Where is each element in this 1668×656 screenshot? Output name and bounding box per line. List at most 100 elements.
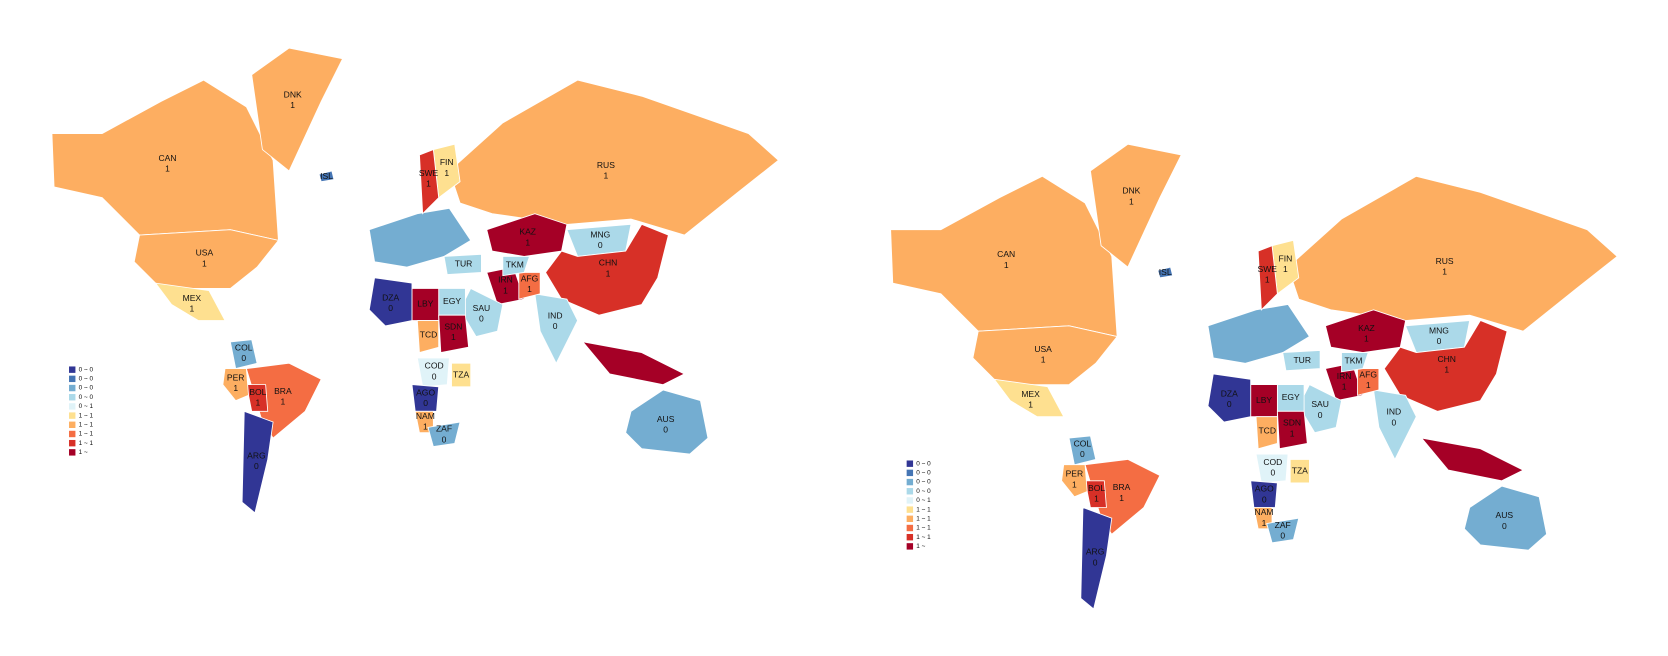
country	[222, 368, 249, 402]
country-value: 1	[451, 332, 456, 342]
country	[1084, 480, 1107, 508]
country	[1250, 480, 1278, 508]
country	[318, 170, 335, 183]
country	[427, 421, 461, 448]
country-code: TUR	[455, 259, 473, 269]
country-code: PER	[227, 372, 245, 382]
legend-label: 0 ~ 0	[79, 385, 94, 392]
country	[1061, 464, 1088, 498]
legend-swatch	[906, 497, 914, 504]
country	[518, 272, 541, 300]
legend-swatch	[906, 533, 914, 541]
country-value: 0	[442, 434, 447, 444]
country	[993, 378, 1065, 418]
country	[534, 293, 579, 365]
world-map: CAN1USA1MEX1DNK1ISLRUS1FIN1SWE1KAZ1MNG0C…	[890, 143, 1618, 610]
country	[416, 320, 440, 354]
country-code: LBY	[417, 299, 433, 309]
country-code: SAU	[1311, 399, 1329, 409]
country-code: FIN	[440, 157, 454, 167]
country-code: BRA	[1113, 482, 1131, 492]
country-code: USA	[1034, 344, 1052, 354]
country-value: 0	[598, 240, 603, 250]
country-code: DZA	[1221, 388, 1238, 398]
legend-swatch	[906, 478, 914, 486]
country-value: 0	[1270, 468, 1275, 478]
country-code: MEX	[1021, 389, 1040, 399]
country-value: 1	[503, 285, 508, 295]
country	[1373, 389, 1417, 461]
country-value: 0	[1080, 449, 1085, 459]
se-asia-outline	[581, 341, 686, 386]
country-code: DNK	[1122, 186, 1140, 196]
country-code: AFG	[1359, 370, 1377, 380]
legend-label: 1 ~ 1	[916, 534, 931, 541]
country-code: COL	[1074, 438, 1092, 448]
country	[438, 314, 470, 354]
country-value: 0	[1437, 336, 1442, 346]
country-value: 1	[426, 179, 431, 189]
country	[1383, 319, 1508, 412]
country-code: CAN	[159, 153, 177, 163]
legend-swatch	[906, 469, 914, 477]
country	[1255, 416, 1278, 450]
country-value: 1	[1444, 364, 1449, 374]
country	[545, 223, 669, 316]
country	[448, 79, 780, 236]
country-code: BRA	[274, 386, 292, 396]
country-value: 0	[1502, 521, 1507, 531]
country	[502, 255, 531, 277]
country-code: ISL	[320, 171, 333, 181]
legend-swatch	[69, 412, 76, 419]
country-value: 0	[241, 353, 246, 363]
country-value: 1	[190, 303, 195, 313]
country-code: TZA	[453, 369, 469, 379]
country-code: NAM	[1255, 507, 1274, 517]
country-value: 1	[1342, 382, 1347, 392]
country	[416, 357, 450, 388]
legend-label: 1 ~	[79, 449, 88, 456]
legend-swatch	[69, 375, 76, 383]
country	[1255, 453, 1289, 484]
country	[1463, 485, 1548, 551]
country-value: 1	[1028, 400, 1033, 410]
legend-label: 0 ~ 0	[916, 479, 931, 486]
country-value: 0	[1318, 410, 1323, 420]
country-value: 0	[1262, 494, 1267, 504]
country-code: MNG	[1429, 325, 1449, 335]
legend-label: 0 ~ 0	[916, 470, 931, 477]
country-code: USA	[196, 248, 214, 258]
country	[1289, 458, 1310, 484]
country-value: 1	[1366, 380, 1371, 390]
country-value: 1	[202, 258, 207, 268]
country-code: ARG	[1086, 547, 1105, 557]
country	[419, 148, 440, 215]
legend: 0 ~ 0 0 ~ 0 0 ~ 0 0 ~ 0 0 ~ 1 1 ~ 1 1 ~ 1 1 ~ 1…	[69, 366, 94, 456]
country-code: CHN	[1437, 354, 1455, 364]
country-value: 1	[165, 164, 170, 174]
country	[1287, 175, 1618, 332]
legend-label: 1 ~ 1	[79, 440, 94, 447]
country-value: 1	[1041, 354, 1046, 364]
country-value: 1	[1119, 493, 1124, 503]
country-value: 1	[525, 237, 530, 247]
country-value: 0	[1227, 399, 1232, 409]
country	[1341, 352, 1369, 373]
country	[1207, 373, 1252, 423]
world-map: CAN1USA1MEX1DNK1ISLRUS1FIN1SWE1KAZ1MNG0C…	[51, 47, 780, 514]
country-code: DNK	[284, 90, 302, 100]
country-code: AGO	[416, 387, 435, 397]
country-value: 0	[1391, 417, 1396, 427]
country-code: ZAF	[1275, 520, 1291, 530]
legend-swatch	[906, 506, 914, 513]
country-code: COL	[235, 342, 253, 352]
country-code: IRN	[498, 275, 513, 285]
legend-label: 0 ~ 1	[916, 497, 931, 504]
country-value: 1	[604, 171, 609, 181]
legend-label: 1 ~ 1	[79, 431, 94, 438]
legend-swatch	[69, 384, 76, 392]
country-code: COD	[425, 361, 444, 371]
country-code: ISL	[1159, 267, 1172, 277]
legend-swatch	[69, 449, 76, 456]
legend-swatch	[69, 439, 76, 447]
